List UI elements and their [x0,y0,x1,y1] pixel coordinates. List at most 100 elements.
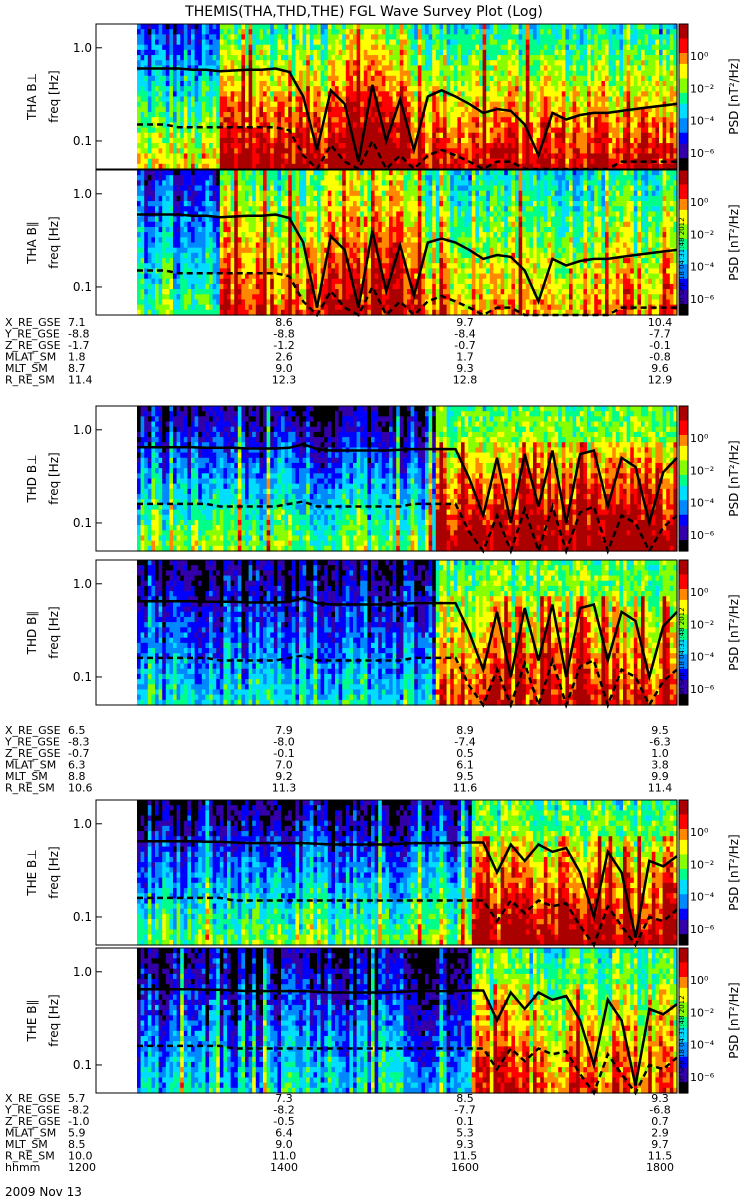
colorbar-label: PSD [nT²/Hz] [727,982,741,1058]
colorbar-segment [679,489,688,493]
y-tick-label: 0.1 [73,280,92,294]
colorbar-segment [679,927,688,931]
colorbar-segment [679,192,688,196]
timestamp-stamp: Sun Sep 18 04:31:48 2012 [678,217,686,311]
colorbar-segment [679,533,688,537]
colorbar-segment [679,564,688,568]
y-tick-label: 1.0 [73,423,92,437]
colorbar-label: PSD [nT²/Hz] [727,440,741,516]
colorbar-segment [679,898,688,902]
colorbar-label: PSD [nT²/Hz] [727,58,741,134]
y-tick-label: 1.0 [73,817,92,831]
colorbar-segment [679,518,688,522]
colorbar-segment [679,206,688,210]
colorbar-segment [679,589,688,593]
colorbar-segment [679,526,688,530]
colorbar-segment [679,585,688,589]
colorbar-segment [679,107,688,111]
colorbar-segment [679,46,688,50]
colorbar-segment [679,938,688,942]
colorbar-segment [679,181,688,185]
colorbar-tick-label: 10⁻⁴ [690,1039,715,1052]
colorbar-segment [679,468,688,472]
colorbar-tick-label: 10⁰ [690,50,709,63]
colorbar-segment [679,162,688,166]
colorbar-segment [679,800,688,804]
colorbar-segment [679,851,688,855]
ephemeris-value: 11.4 [68,374,93,387]
y-tick-label: 0.1 [73,670,92,684]
panel-label: THE B∥ [25,1000,39,1043]
colorbar-segment [679,854,688,858]
colorbar-segment [679,952,688,956]
freq-axis-label: freq [Hz] [47,452,61,504]
colorbar-segment [679,482,688,486]
colorbar-segment [679,49,688,53]
colorbar-segment [679,891,688,895]
colorbar-segment [679,571,688,575]
colorbar-segment [679,75,688,79]
colorbar-segment [679,858,688,862]
colorbar-segment [679,464,688,468]
colorbar-segment [679,847,688,851]
colorbar-segment [679,540,688,544]
y-tick-label: 0.1 [73,134,92,148]
colorbar-segment [679,500,688,504]
freq-axis-label: freq [Hz] [47,846,61,898]
colorbar-segment [679,424,688,428]
colorbar-tick-label: 10⁻⁶ [690,1071,715,1084]
colorbar-segment [679,410,688,414]
chart-title: THEMIS(THA,THD,THE) FGL Wave Survey Plot… [184,4,543,20]
colorbar-segment [679,836,688,840]
spectrogram-heatmap [137,560,678,706]
freq-axis-label: freq [Hz] [47,70,61,122]
colorbar-segment [679,100,688,104]
colorbar-segment [679,453,688,457]
colorbar-segment [679,126,688,130]
colorbar-segment [679,818,688,822]
ephemeris-value: 1200 [68,1161,96,1174]
colorbar-segment [679,578,688,582]
ephemeris-row-name: R_RE_SM [5,782,55,795]
colorbar-segment [679,93,688,97]
colorbar-label: PSD [nT²/Hz] [727,834,741,910]
colorbar-segment [679,902,688,906]
colorbar-segment [679,575,688,579]
colorbar-tick-label: 10⁻⁶ [690,147,715,160]
colorbar-segment [679,894,688,898]
colorbar-segment [679,115,688,119]
y-tick-label: 0.1 [73,910,92,924]
colorbar-segment [679,450,688,454]
colorbar-segment [679,86,688,90]
colorbar-segment [679,862,688,866]
colorbar-segment [679,31,688,35]
colorbar-segment [679,57,688,61]
ephemeris-value: 11.4 [648,782,673,795]
colorbar-tick-label: 10⁰ [690,974,709,987]
colorbar-segment [679,992,688,996]
colorbar-segment [679,970,688,974]
colorbar-tick-label: 10⁰ [690,826,709,839]
colorbar-segment [679,511,688,515]
colorbar-segment [679,111,688,115]
ephemeris-value: 11.3 [272,782,297,795]
colorbar-tick-label: 10⁻⁴ [690,115,715,128]
colorbar-segment [679,421,688,425]
colorbar-segment [679,825,688,829]
ephemeris-value: 1600 [451,1161,479,1174]
colorbar-segment [679,905,688,909]
colorbar-segment [679,909,688,913]
colorbar-segment [679,973,688,977]
colorbar-segment [679,188,688,192]
colorbar-segment [679,155,688,159]
colorbar-segment [679,203,688,207]
colorbar-segment [679,600,688,604]
colorbar-label: PSD [nT²/Hz] [727,594,741,670]
colorbar-segment [679,504,688,508]
ephemeris-value: 10.6 [68,782,93,795]
colorbar-segment [679,966,688,970]
colorbar-segment [679,158,688,162]
